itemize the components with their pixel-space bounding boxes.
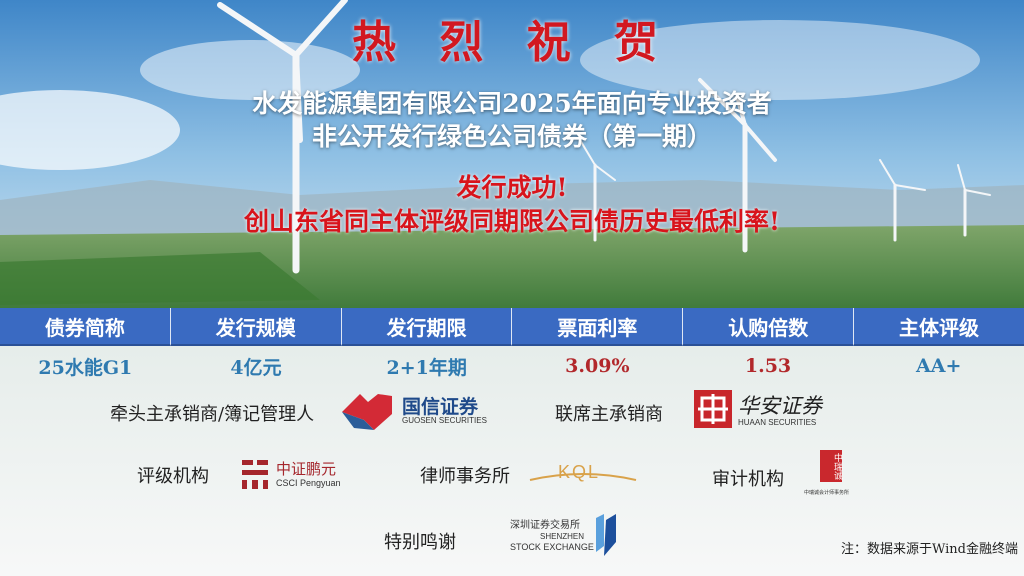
guosen-logo-icon	[342, 394, 392, 430]
guosen-logo: 国信证券 GUOSEN SECURITIES	[338, 390, 498, 430]
value-bond-name: 25水能G1	[38, 356, 133, 379]
value-term: 2+1年期	[386, 356, 467, 379]
header-term: 发行期限	[341, 308, 513, 346]
header-bond-name: 债券简称	[0, 308, 171, 346]
header-subscription: 认购倍数	[683, 308, 855, 346]
lead-underwriter-label: 牵头主承销商/簿记管理人	[110, 404, 315, 425]
record-text: 创山东省同主体评级同期限公司债历史最低利率!	[244, 207, 780, 236]
csci-logo-icon	[242, 460, 268, 489]
value-coupon: 3.09%	[565, 355, 630, 377]
bond-info-table: 债券简称 发行规模 发行期限 票面利率 认购倍数 主体评级 25水能G1 4亿元…	[0, 308, 1024, 386]
page-title: 热 烈 祝 贺	[352, 17, 672, 68]
subtitle-line-1: 水发能源集团有限公司2025年面向专业投资者	[252, 89, 772, 118]
value-rating: AA+	[915, 355, 962, 377]
csci-pengyuan-logo: 中证鹏元 CSCI Pengyuan	[240, 458, 370, 492]
rating-agency-label: 评级机构	[137, 466, 209, 487]
header-issue-size: 发行规模	[170, 308, 342, 346]
header-coupon: 票面利率	[512, 308, 684, 346]
joint-underwriter-label: 联席主承销商	[555, 404, 663, 425]
special-thanks-label: 特别鸣谢	[384, 532, 456, 553]
szse-logo-icon	[596, 514, 616, 556]
law-firm-label: 律师事务所	[420, 466, 510, 487]
huaan-logo: 华安证券 HUAAN SECURITIES	[694, 390, 844, 430]
huaan-logo-icon	[694, 390, 732, 428]
value-subscription: 1.53	[744, 355, 792, 377]
kql-logo: KQL	[528, 462, 638, 486]
data-source-note: 注：数据来源于Wind金融终端	[841, 542, 1018, 557]
audit-firm-label: 审计机构	[712, 469, 784, 490]
table-header-row: 债券简称 发行规模 发行期限 票面利率 认购倍数 主体评级	[0, 308, 1024, 346]
header-rating: 主体评级	[854, 308, 1024, 346]
subtitle-line-2: 非公开发行绿色公司债券（第一期）	[311, 122, 712, 151]
szse-logo: 深圳证券交易所 SHENZHEN STOCK EXCHANGE	[510, 512, 620, 562]
table-row: 25水能G1 4亿元 2+1年期 3.09% 1.53 AA+	[0, 346, 1024, 386]
success-text: 发行成功!	[456, 173, 568, 202]
value-issue-size: 4亿元	[230, 356, 282, 379]
zhongrui-logo: 中瑞诚 中瑞诚会计师事务所	[800, 450, 870, 500]
kql-logo-arc	[529, 473, 637, 481]
